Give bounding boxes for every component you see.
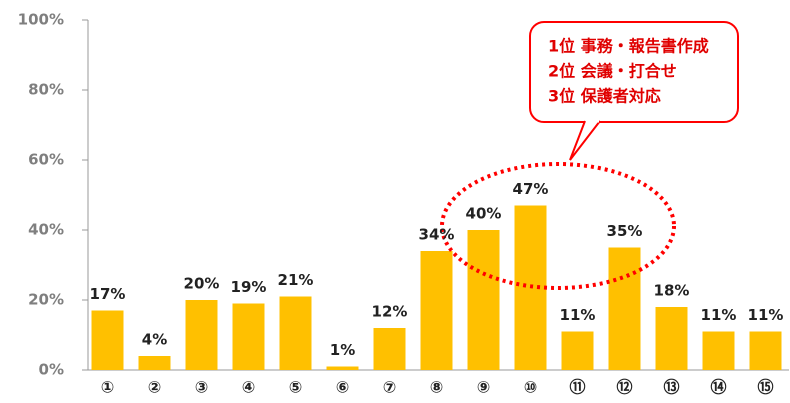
annotation: 3位 保護者対応	[548, 87, 661, 106]
value-label: 11%	[701, 306, 737, 324]
value-label: 11%	[748, 306, 784, 324]
value-label: 11%	[560, 306, 596, 324]
y-tick-label: 20%	[28, 291, 64, 309]
bar	[749, 331, 782, 370]
value-label: 47%	[513, 180, 549, 198]
bar	[467, 230, 500, 370]
annotation: 1位 事務・報告書作成	[548, 37, 709, 56]
x-tick-label: ⑭	[710, 378, 726, 397]
value-label: 4%	[142, 331, 167, 349]
annotation: 2位 会議・打合せ	[548, 62, 677, 81]
y-tick-label: 40%	[28, 221, 64, 239]
y-tick-label: 100%	[18, 11, 64, 29]
x-tick-label: ⑮	[757, 378, 773, 397]
x-tick-label: ⑪	[569, 378, 585, 397]
x-tick-label: ①	[101, 378, 115, 397]
x-tick-label: ⑤	[289, 378, 303, 397]
bar	[420, 251, 453, 370]
x-tick-label: ⑧	[430, 378, 444, 397]
x-tick-label: ⑦	[383, 378, 397, 397]
value-label: 19%	[231, 278, 267, 296]
x-tick-label: ②	[148, 378, 162, 397]
bar	[185, 300, 218, 370]
bar	[702, 331, 735, 370]
callout-pointer	[569, 120, 601, 161]
value-label: 21%	[278, 271, 314, 289]
x-tick-label: ⑫	[616, 378, 632, 397]
y-tick-label: 80%	[28, 81, 64, 99]
value-label: 20%	[184, 275, 220, 293]
bar	[279, 296, 312, 370]
y-tick-label: 60%	[28, 151, 64, 169]
x-tick-label: ④	[242, 378, 256, 397]
bar	[561, 331, 594, 370]
x-tick-label: ⑨	[477, 378, 491, 397]
bar	[232, 303, 265, 370]
value-label: 18%	[654, 282, 690, 300]
bar	[138, 356, 171, 370]
x-tick-label: ⑥	[336, 378, 350, 397]
value-label: 17%	[90, 285, 126, 303]
bar	[655, 307, 688, 370]
x-tick-label: ③	[195, 378, 209, 397]
x-tick-label: ⑩	[524, 378, 538, 397]
value-label: 35%	[607, 222, 643, 240]
value-label: 34%	[419, 226, 455, 244]
y-tick-label: 0%	[39, 361, 64, 379]
value-label: 1%	[330, 341, 355, 359]
bar	[91, 310, 124, 370]
bar	[373, 328, 406, 370]
highlight-ellipse	[440, 162, 676, 290]
bar	[326, 366, 359, 370]
bar	[608, 247, 641, 370]
callout-box	[529, 21, 739, 123]
x-tick-label: ⑬	[663, 378, 679, 397]
value-label: 40%	[466, 205, 502, 223]
value-label: 12%	[372, 303, 408, 321]
